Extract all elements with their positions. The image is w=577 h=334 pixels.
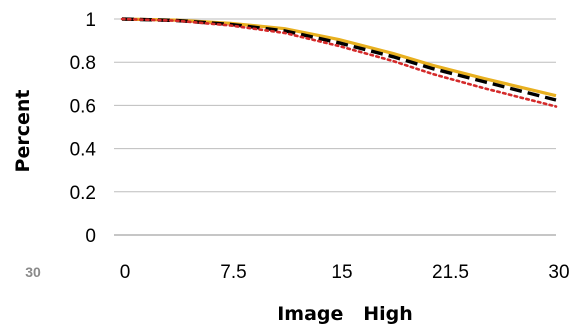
x-tick-label: 21.5 xyxy=(432,262,469,283)
series-lines xyxy=(120,17,558,108)
x-tick-label: 30 xyxy=(548,262,569,283)
y-tick-label: 1 xyxy=(85,10,96,31)
y-tick-label: 0.2 xyxy=(70,183,96,204)
x-axis-ticks: 0 7.5 15 21.5 30 xyxy=(120,262,570,283)
y-axis-ticks: 0 0.2 0.4 0.6 0.8 1 xyxy=(70,10,97,247)
y-tick-label: 0.6 xyxy=(70,96,96,117)
series-line-3-dotted xyxy=(120,17,558,108)
series-line-1-solid xyxy=(121,17,557,98)
y-tick-label: 0.8 xyxy=(70,53,96,74)
series-line-2-dashed xyxy=(121,17,557,102)
y-axis-title: Percent xyxy=(12,90,34,173)
gridlines xyxy=(114,18,556,236)
x-axis-title: Image High xyxy=(277,303,413,325)
y-tick-label: 0.4 xyxy=(70,140,97,161)
stray-axis-label: 30 xyxy=(25,264,41,280)
y-tick-label: 0 xyxy=(85,226,96,247)
x-tick-label: 15 xyxy=(331,262,352,283)
x-tick-label: 7.5 xyxy=(220,262,246,283)
x-tick-label: 0 xyxy=(120,262,131,283)
